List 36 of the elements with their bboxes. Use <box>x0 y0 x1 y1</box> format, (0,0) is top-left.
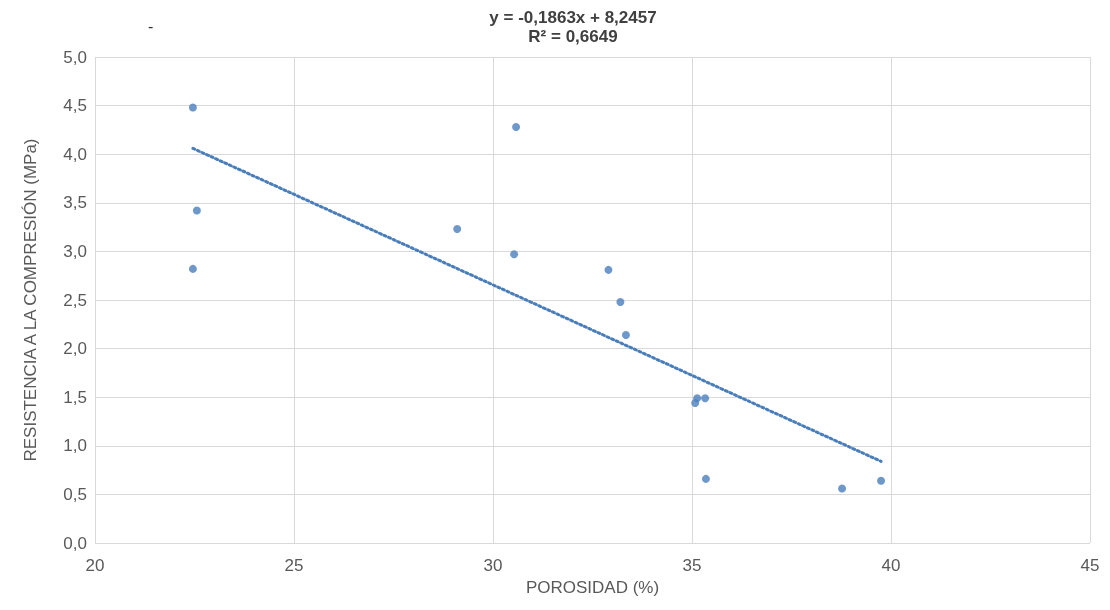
point <box>453 225 462 234</box>
y-tick-label: 4,0 <box>63 144 87 164</box>
y-tick-label: 2,0 <box>63 339 87 359</box>
point <box>188 264 197 273</box>
x-tick-label: 40 <box>881 556 901 575</box>
point <box>691 399 700 408</box>
y-tick-label: 2,5 <box>63 290 87 310</box>
x-tick-label: 45 <box>1080 556 1100 575</box>
y-tick-label: 3,5 <box>63 193 87 213</box>
chart-subtitle: R² = 0,6649 <box>528 27 618 46</box>
y-tick-label: 0,0 <box>63 533 87 553</box>
x-axis-title: POROSIDAD (%) <box>525 578 660 597</box>
x-tick-label: 35 <box>682 556 702 575</box>
x-tick-label: 30 <box>483 556 503 575</box>
point <box>510 250 519 259</box>
y-tick-label: 1,5 <box>63 387 87 407</box>
y-tick-label: 5,0 <box>63 47 87 67</box>
y-tick-label: 4,5 <box>63 96 87 116</box>
x-tick-label: 20 <box>85 556 105 575</box>
point <box>616 297 625 306</box>
y-tick-label: 0,5 <box>63 484 87 504</box>
point <box>838 484 847 493</box>
point <box>512 122 521 131</box>
point <box>621 330 630 339</box>
y-tick-label: 1,0 <box>63 436 87 456</box>
point <box>701 394 710 403</box>
point <box>192 206 201 215</box>
chart-title: y = -0,1863x + 8,2457 <box>489 8 657 27</box>
x-tick-label: 25 <box>284 556 304 575</box>
y-tick-label: 3,0 <box>63 241 87 261</box>
point <box>877 476 886 485</box>
point <box>604 265 613 274</box>
text: - <box>148 17 154 35</box>
point <box>701 474 710 483</box>
point <box>188 103 197 112</box>
y-axis-title: RESISTENCIA A LA COMPRESIÓN (MPa) <box>21 138 40 462</box>
